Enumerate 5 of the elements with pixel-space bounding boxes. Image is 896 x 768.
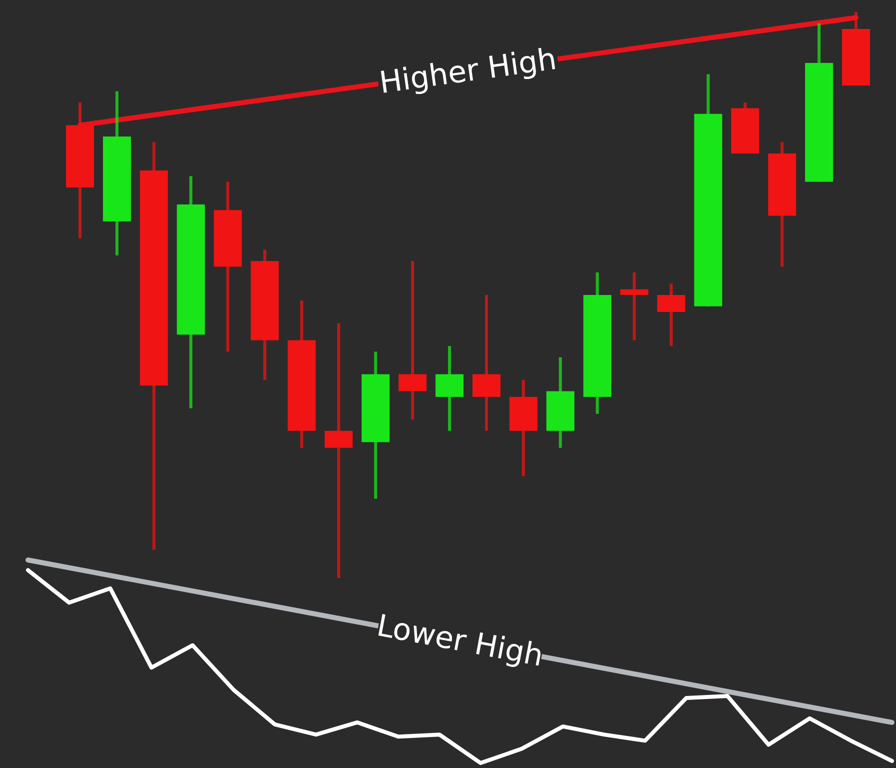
text: Higher High bbox=[377, 42, 559, 101]
candlestick bbox=[620, 272, 648, 340]
text: Lower High bbox=[374, 608, 546, 674]
candlestick bbox=[398, 261, 427, 420]
candlestick bbox=[324, 323, 353, 578]
